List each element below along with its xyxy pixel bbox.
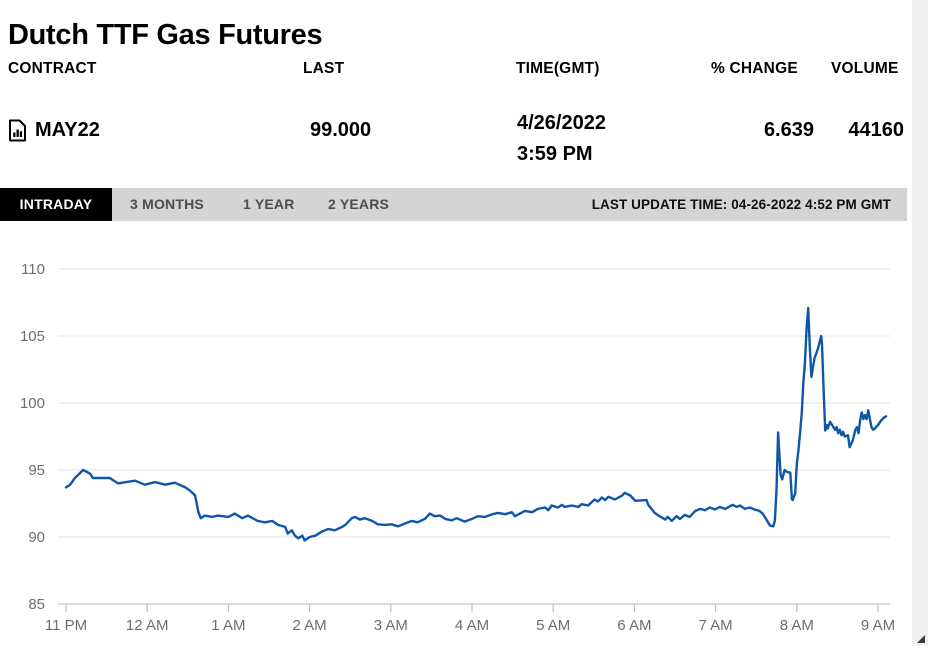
y-axis-labels: 85 90 95 100 105 110: [20, 261, 45, 613]
contract-name: MAY22: [35, 119, 100, 141]
column-header-pct-change: % CHANGE: [711, 60, 798, 77]
svg-text:105: 105: [20, 328, 45, 345]
svg-text:95: 95: [28, 462, 45, 479]
tab-2-years[interactable]: 2 YEARS: [328, 196, 390, 212]
tab-3-months[interactable]: 3 MONTHS: [130, 196, 204, 212]
page-title: Dutch TTF Gas Futures: [8, 19, 323, 52]
svg-text:4 AM: 4 AM: [455, 617, 489, 634]
last-update-time: LAST UPDATE TIME: 04-26-2022 4:52 PM GMT: [591, 197, 891, 212]
svg-text:2 AM: 2 AM: [293, 617, 327, 634]
column-header-time-gmt: TIME(GMT): [516, 60, 600, 77]
column-header-volume: VOLUME: [831, 60, 899, 77]
price-chart: 85 90 95 100 105 110 11 PM 12 AM 1 AM 2 AM 3 AM 4 A…: [0, 230, 928, 646]
svg-text:9 AM: 9 AM: [861, 617, 895, 634]
svg-text:85: 85: [28, 596, 45, 613]
svg-text:6 AM: 6 AM: [617, 617, 651, 634]
svg-text:7 AM: 7 AM: [699, 617, 733, 634]
volume-value: 44160: [848, 119, 904, 141]
range-tab-bar: INTRADAY 3 MONTHS 1 YEAR 2 YEARS LAST UP…: [0, 188, 907, 221]
price-line: [64, 306, 888, 542]
svg-text:90: 90: [28, 529, 45, 546]
pct-change-value: 6.639: [763, 119, 814, 141]
svg-text:12 AM: 12 AM: [126, 617, 169, 634]
svg-text:11 PM: 11 PM: [45, 617, 87, 634]
tab-1-year[interactable]: 1 YEAR: [243, 196, 295, 212]
grid-lines: [58, 268, 890, 538]
vertical-scrollbar[interactable]: [912, 0, 928, 646]
tab-intraday[interactable]: INTRADAY: [0, 188, 112, 221]
x-axis-labels: 11 PM 12 AM 1 AM 2 AM 3 AM 4 AM 5 AM 6 AM 7 AM 8 …: [45, 617, 895, 634]
quote-time: 3:59 PM: [517, 143, 593, 165]
price-chart-svg: 85 90 95 100 105 110 11 PM 12 AM 1 AM 2 AM 3 AM 4 A…: [20, 261, 895, 634]
svg-text:8 AM: 8 AM: [780, 617, 814, 634]
svg-text:110: 110: [21, 261, 45, 278]
svg-text:5 AM: 5 AM: [536, 617, 570, 634]
column-header-last: LAST: [303, 60, 345, 77]
quote-date: 4/26/2022: [517, 112, 606, 134]
svg-text:1 AM: 1 AM: [211, 617, 245, 634]
last-price: 99.000: [310, 119, 372, 141]
column-header-contract: CONTRACT: [8, 60, 97, 77]
chart-document-icon[interactable]: [8, 119, 27, 142]
svg-text:100: 100: [20, 395, 45, 412]
scroll-corner-icon[interactable]: [917, 635, 925, 643]
x-axis: [58, 603, 890, 612]
svg-text:3 AM: 3 AM: [374, 617, 408, 634]
